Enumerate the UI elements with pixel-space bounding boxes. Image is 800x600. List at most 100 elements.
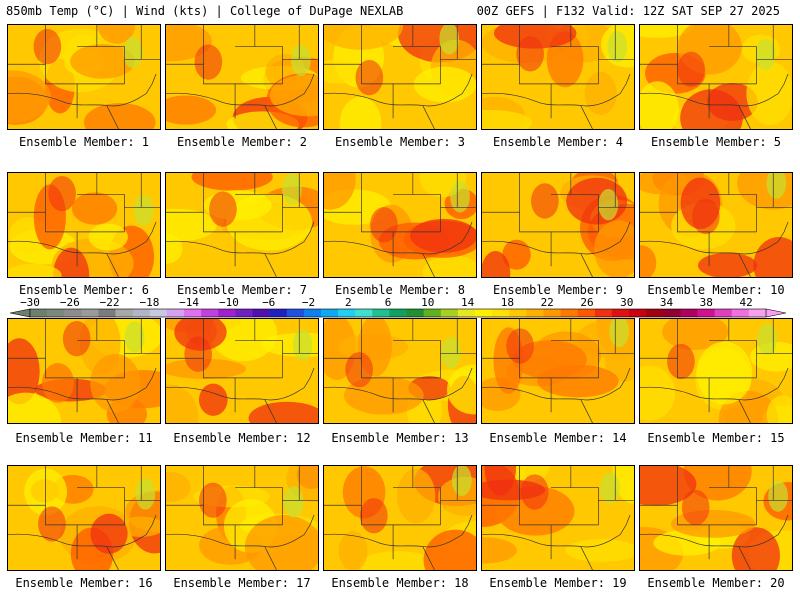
colorbar-bin <box>372 309 390 317</box>
colorbar-bin <box>338 309 356 317</box>
ensemble-member-map <box>481 318 635 424</box>
colorbar-bin <box>30 309 48 317</box>
colorbar-bin <box>543 309 561 317</box>
colorbar-bin <box>355 309 373 317</box>
colorbar-bin <box>714 309 733 317</box>
ensemble-member-map <box>7 172 161 278</box>
colorbar-bin <box>697 309 715 317</box>
colorbar-bin <box>218 309 236 317</box>
colorbar-tick-label: 6 <box>385 297 392 309</box>
colorbar-bin <box>423 309 442 317</box>
colorbar-bin <box>663 309 681 317</box>
colorbar-bin <box>184 309 202 317</box>
colorbar-tick-label: −22 <box>100 297 120 309</box>
colorbar-tick-label: 34 <box>660 297 674 309</box>
ensemble-member-map <box>639 172 793 278</box>
ensemble-member-map <box>7 318 161 424</box>
colorbar-tick-label: 10 <box>421 297 434 309</box>
ensemble-member-map <box>639 318 793 424</box>
ensemble-member-map <box>481 465 635 571</box>
ensemble-member-map <box>7 465 161 571</box>
colorbar-tick-label: 14 <box>461 297 475 309</box>
colorbar-bin <box>269 309 288 317</box>
colorbar-tick-label: −30 <box>20 297 40 309</box>
ensemble-member-label: Ensemble Member: 5 <box>650 135 782 149</box>
colorbar-bin <box>81 309 99 317</box>
colorbar-bin <box>526 309 544 317</box>
colorbar-bin <box>201 309 219 317</box>
ensemble-member-map <box>165 465 319 571</box>
ensemble-member-map <box>323 24 477 130</box>
colorbar-bin <box>235 309 253 317</box>
colorbar-bin <box>748 309 767 317</box>
colorbar-bin <box>286 309 305 317</box>
ensemble-member-map <box>323 172 477 278</box>
colorbar-bin <box>47 309 65 317</box>
colorbar-bin <box>457 309 476 317</box>
ensemble-member-label: Ensemble Member: 11 <box>15 431 153 445</box>
colorbar-bin <box>406 309 424 317</box>
ensemble-member-label: Ensemble Member: 7 <box>176 283 308 297</box>
colorbar-bin <box>132 309 151 317</box>
colorbar-tick-label: 42 <box>739 297 752 309</box>
colorbar-bin <box>731 309 750 317</box>
ensemble-member-map <box>165 172 319 278</box>
ensemble-member-map <box>165 24 319 130</box>
colorbar-bin <box>64 309 82 317</box>
colorbar-bin <box>252 309 270 317</box>
colorbar-bin <box>577 309 596 317</box>
colorbar-tick-label: −14 <box>179 297 199 309</box>
colorbar-bin <box>320 309 339 317</box>
colorbar-tick-label: −26 <box>60 297 80 309</box>
temperature-colorbar: −30 −26 −22 −18 −14 −10 −6 −2 2 6 10 14 18 22 26 30 34 38… <box>9 297 787 318</box>
ensemble-member-map <box>323 465 477 571</box>
colorbar-max-arrow <box>765 308 787 318</box>
colorbar-bin <box>475 309 493 317</box>
colorbar-bin <box>98 309 116 317</box>
ensemble-member-label: Ensemble Member: 20 <box>647 576 785 590</box>
ensemble-member-label: Ensemble Member: 9 <box>492 283 624 297</box>
ensemble-member-label: Ensemble Member: 13 <box>331 431 469 445</box>
ensemble-member-label: Ensemble Member: 3 <box>334 135 466 149</box>
colorbar-bin <box>389 309 407 317</box>
colorbar-bin <box>440 309 459 317</box>
ensemble-member-map <box>639 465 793 571</box>
colorbar-tick-label: −2 <box>302 297 315 309</box>
ensemble-member-label: Ensemble Member: 4 <box>492 135 624 149</box>
colorbar-tick-label: 26 <box>580 297 593 309</box>
map-title: 850mb Temp (°C) | Wind (kts) | College o… <box>6 4 404 18</box>
ensemble-member-label: Ensemble Member: 14 <box>489 431 627 445</box>
colorbar-tick-label: −6 <box>262 297 275 309</box>
colorbar-bin <box>509 309 527 317</box>
colorbar-bin <box>611 309 630 317</box>
colorbar-bin <box>115 309 133 317</box>
ensemble-member-map <box>7 24 161 130</box>
ensemble-member-label: Ensemble Member: 19 <box>489 576 627 590</box>
colorbar-min-arrow <box>9 308 31 318</box>
ensemble-member-map <box>481 172 635 278</box>
ensemble-member-map <box>323 318 477 424</box>
ensemble-member-label: Ensemble Member: 15 <box>647 431 785 445</box>
colorbar-bin <box>303 309 322 317</box>
ensemble-member-label: Ensemble Member: 1 <box>18 135 150 149</box>
colorbar-bin <box>560 309 579 317</box>
colorbar-tick-label: 2 <box>345 297 352 309</box>
colorbar-tick-label: 22 <box>541 297 554 309</box>
colorbar-tick-label: 30 <box>620 297 633 309</box>
ensemble-member-label: Ensemble Member: 12 <box>173 431 311 445</box>
colorbar-bin <box>629 309 647 317</box>
colorbar-bin <box>166 309 185 317</box>
ensemble-member-map <box>165 318 319 424</box>
colorbar-bin <box>646 309 664 317</box>
colorbar-bin <box>680 309 698 317</box>
ensemble-member-label: Ensemble Member: 6 <box>18 283 150 297</box>
ensemble-member-map <box>481 24 635 130</box>
colorbar-bin <box>149 309 168 317</box>
ensemble-member-label: Ensemble Member: 16 <box>15 576 153 590</box>
ensemble-member-label: Ensemble Member: 10 <box>647 283 785 297</box>
ensemble-member-label: Ensemble Member: 17 <box>173 576 311 590</box>
colorbar-tick-label: 38 <box>700 297 713 309</box>
run-valid-time: 00Z GEFS | F132 Valid: 12Z SAT SEP 27 20… <box>476 4 780 18</box>
ensemble-member-label: Ensemble Member: 2 <box>176 135 308 149</box>
ensemble-member-label: Ensemble Member: 8 <box>334 283 466 297</box>
